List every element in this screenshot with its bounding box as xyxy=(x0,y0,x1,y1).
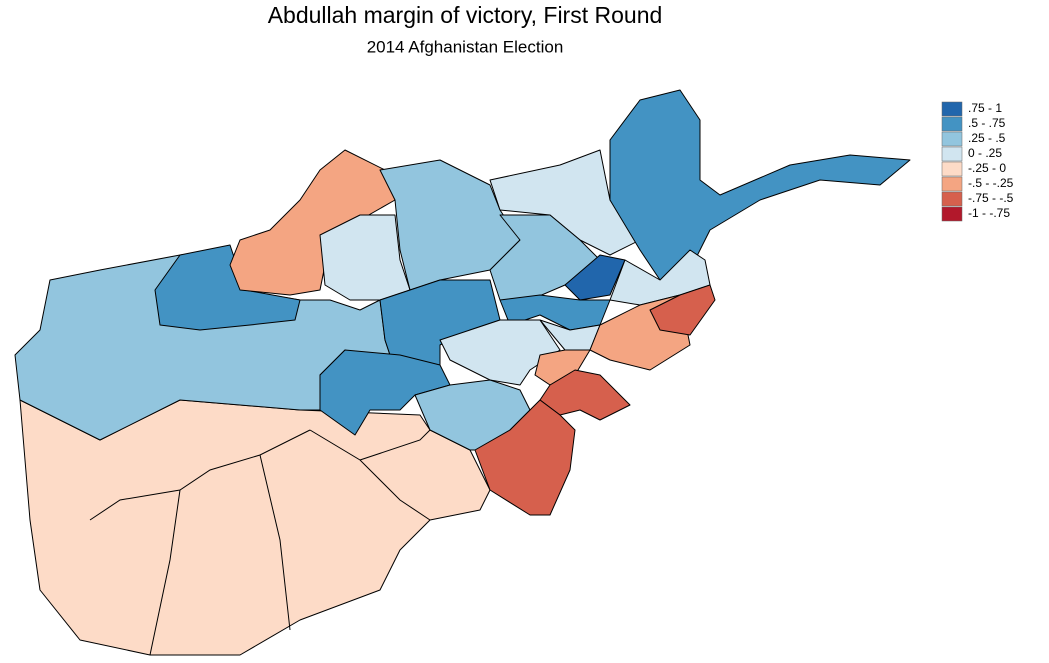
province xyxy=(19,399,491,656)
legend-swatch xyxy=(941,161,963,177)
legend-swatch xyxy=(941,191,963,207)
legend-label: 0 - .25 xyxy=(968,146,1002,160)
province xyxy=(474,399,576,516)
province-border xyxy=(259,454,291,631)
province xyxy=(564,254,626,301)
legend-swatch xyxy=(941,116,963,132)
legend-label: -.25 - 0 xyxy=(968,161,1006,175)
legend-swatch xyxy=(941,131,963,147)
map xyxy=(14,89,911,656)
subtitle: 2014 Afghanistan Election xyxy=(367,37,564,56)
legend-label: .75 - 1 xyxy=(968,101,1002,115)
title: Abdullah margin of victory, First Round xyxy=(268,2,663,28)
legend-swatch xyxy=(941,146,963,162)
province-border xyxy=(89,429,311,521)
province-border xyxy=(359,429,431,461)
legend-swatch xyxy=(941,206,963,222)
province xyxy=(609,89,911,281)
legend-label: -1 - -.75 xyxy=(968,206,1010,220)
province-border xyxy=(309,429,431,521)
province-border xyxy=(149,489,181,656)
legend-label: -.75 - -.5 xyxy=(968,191,1014,205)
legend-swatch xyxy=(941,101,963,117)
legend-label: -.5 - -.25 xyxy=(968,176,1014,190)
province xyxy=(319,214,411,301)
legend-label: .5 - .75 xyxy=(968,116,1006,130)
province xyxy=(649,284,716,336)
legend-swatch xyxy=(941,176,963,192)
legend-label: .25 - .5 xyxy=(968,131,1006,145)
province xyxy=(154,244,301,331)
province xyxy=(489,149,641,256)
legend: .75 - 1.5 - .75.25 - .50 - .25-.25 - 0-.… xyxy=(941,101,1014,222)
